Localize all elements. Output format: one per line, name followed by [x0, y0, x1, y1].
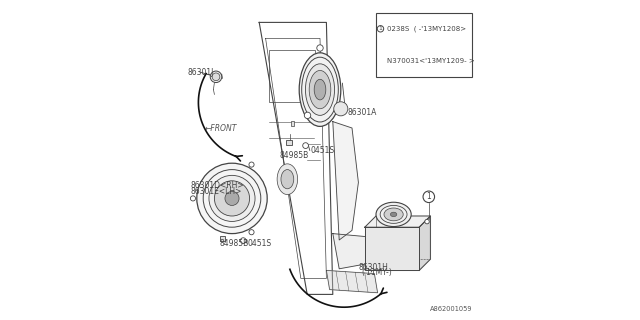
Ellipse shape — [390, 212, 397, 217]
Polygon shape — [419, 216, 431, 270]
Circle shape — [249, 162, 254, 167]
Text: 84985B: 84985B — [219, 239, 248, 248]
Text: 0238S  ( -'13MY1208>: 0238S ( -'13MY1208> — [387, 26, 466, 32]
Ellipse shape — [277, 164, 298, 195]
Ellipse shape — [225, 191, 239, 205]
Circle shape — [210, 71, 222, 83]
Text: 86301A: 86301A — [347, 108, 376, 116]
Text: 0451S: 0451S — [310, 146, 335, 155]
Circle shape — [317, 45, 323, 51]
Text: ('11MY-): ('11MY-) — [362, 268, 392, 277]
Ellipse shape — [197, 163, 268, 234]
Ellipse shape — [305, 64, 335, 116]
Polygon shape — [326, 270, 378, 293]
Text: 84985B: 84985B — [280, 151, 309, 160]
Circle shape — [212, 73, 220, 81]
Text: N370031<'13MY1209- >: N370031<'13MY1209- > — [387, 58, 474, 64]
Circle shape — [303, 143, 308, 148]
Text: A862001059: A862001059 — [429, 306, 472, 312]
Circle shape — [305, 112, 311, 119]
Ellipse shape — [281, 170, 294, 189]
Ellipse shape — [314, 79, 326, 100]
Ellipse shape — [376, 202, 412, 227]
Bar — [291, 121, 294, 126]
Circle shape — [241, 238, 246, 244]
Bar — [287, 140, 292, 145]
Ellipse shape — [384, 208, 403, 221]
Text: ←FRONT: ←FRONT — [205, 124, 237, 132]
Ellipse shape — [209, 175, 255, 221]
Text: 86301E<LH>: 86301E<LH> — [191, 188, 242, 196]
Text: 1: 1 — [378, 26, 383, 31]
Bar — [220, 236, 225, 241]
Ellipse shape — [309, 70, 331, 109]
Bar — [376, 13, 472, 77]
Bar — [365, 227, 419, 270]
Circle shape — [423, 191, 435, 203]
Text: 86301H: 86301H — [358, 263, 388, 272]
Text: 86301J: 86301J — [187, 68, 214, 76]
Bar — [269, 50, 315, 102]
Text: 0451S: 0451S — [248, 239, 272, 248]
Polygon shape — [333, 234, 374, 269]
Polygon shape — [365, 216, 431, 227]
Circle shape — [425, 220, 429, 224]
Text: 1: 1 — [426, 192, 431, 201]
Polygon shape — [333, 122, 358, 240]
Polygon shape — [365, 227, 419, 270]
Ellipse shape — [214, 181, 250, 216]
Text: 86301D<RH>: 86301D<RH> — [191, 181, 244, 190]
Circle shape — [249, 230, 254, 235]
Ellipse shape — [300, 53, 341, 126]
Circle shape — [334, 102, 348, 116]
Circle shape — [378, 26, 384, 32]
Circle shape — [191, 196, 196, 201]
